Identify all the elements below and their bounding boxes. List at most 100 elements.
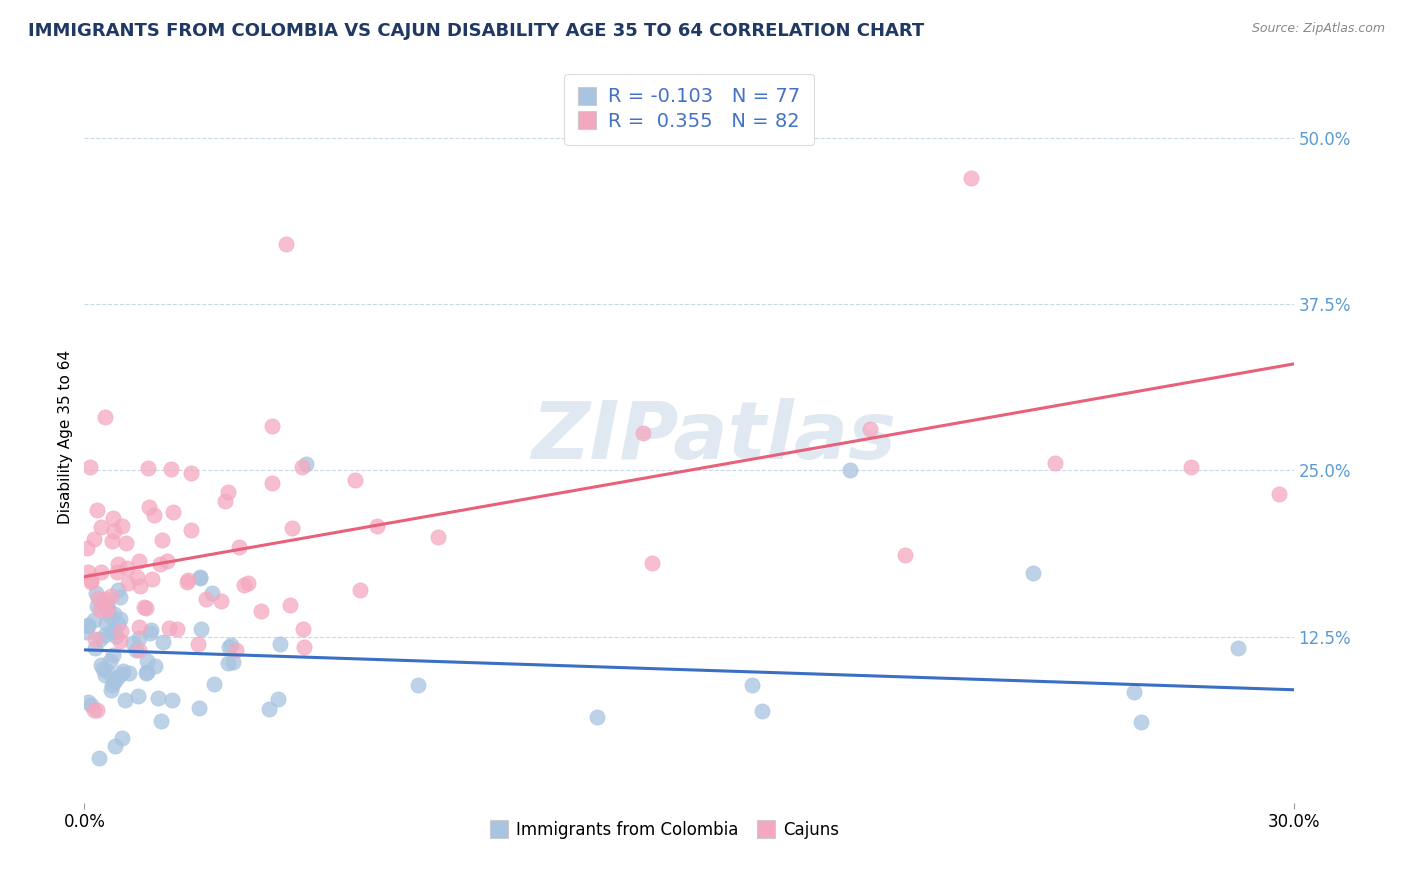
Point: [83, 532, 105, 546]
Point: [134, 600, 156, 615]
Point: [149, 714, 172, 729]
Point: [90, 658, 112, 673]
Point: [89, 632, 111, 647]
Point: [135, 666, 157, 681]
Point: [138, 500, 160, 514]
Point: [104, 739, 127, 754]
Point: [86, 503, 108, 517]
Point: [94, 668, 117, 682]
Point: [1129, 714, 1152, 729]
Point: [98, 654, 121, 668]
Point: [117, 575, 139, 590]
Point: [104, 629, 127, 643]
Point: [292, 640, 315, 655]
Point: [262, 418, 284, 433]
Point: [76, 619, 98, 633]
Point: [84, 586, 107, 600]
Point: [115, 536, 138, 550]
Point: [125, 643, 148, 657]
Point: [103, 648, 125, 663]
Text: IMMIGRANTS FROM COLOMBIA VS CAJUN DISABILITY AGE 35 TO 64 CORRELATION CHART: IMMIGRANTS FROM COLOMBIA VS CAJUN DISABI…: [28, 22, 924, 40]
Point: [427, 530, 450, 544]
Point: [103, 674, 125, 689]
Point: [96, 602, 118, 616]
Point: [152, 635, 174, 649]
Point: [222, 655, 245, 669]
Point: [960, 170, 983, 185]
Point: [741, 678, 763, 692]
Point: [83, 613, 105, 627]
Point: [103, 524, 125, 538]
Point: [274, 237, 297, 252]
Point: [77, 695, 100, 709]
Point: [267, 691, 290, 706]
Point: [209, 594, 232, 608]
Point: [214, 493, 236, 508]
Point: [1227, 641, 1250, 656]
Point: [269, 637, 291, 651]
Point: [86, 703, 108, 717]
Point: [108, 590, 131, 604]
Point: [292, 623, 315, 637]
Point: [80, 573, 103, 587]
Point: [101, 678, 124, 692]
Point: [100, 624, 122, 639]
Point: [176, 573, 198, 587]
Point: [149, 558, 172, 572]
Point: [190, 570, 212, 584]
Point: [100, 682, 122, 697]
Point: [150, 533, 173, 548]
Point: [176, 574, 198, 589]
Point: [89, 751, 111, 765]
Point: [96, 615, 118, 630]
Point: [162, 693, 184, 707]
Point: [103, 607, 125, 621]
Point: [344, 474, 367, 488]
Point: [136, 654, 159, 668]
Point: [236, 576, 259, 591]
Point: [232, 578, 254, 592]
Point: [143, 508, 166, 522]
Point: [128, 631, 150, 645]
Point: [101, 534, 124, 549]
Point: [96, 598, 118, 612]
Point: [129, 579, 152, 593]
Point: [1122, 685, 1144, 699]
Point: [751, 704, 773, 718]
Point: [122, 636, 145, 650]
Point: [201, 586, 224, 600]
Point: [157, 621, 180, 635]
Point: [84, 640, 107, 655]
Point: [114, 692, 136, 706]
Point: [586, 710, 609, 724]
Point: [89, 603, 111, 617]
Y-axis label: Disability Age 35 to 64: Disability Age 35 to 64: [58, 350, 73, 524]
Point: [76, 541, 98, 555]
Point: [107, 617, 129, 632]
Point: [128, 620, 150, 634]
Point: [138, 625, 160, 640]
Point: [135, 601, 157, 615]
Point: [90, 565, 112, 579]
Point: [79, 459, 101, 474]
Point: [218, 640, 240, 654]
Point: [128, 643, 150, 657]
Point: [91, 662, 114, 676]
Point: [100, 589, 122, 603]
Point: [105, 565, 128, 579]
Point: [84, 632, 107, 646]
Text: ZIPatlas: ZIPatlas: [530, 398, 896, 476]
Point: [127, 689, 149, 703]
Point: [894, 548, 917, 562]
Point: [194, 592, 217, 607]
Point: [187, 701, 209, 715]
Point: [110, 666, 132, 681]
Point: [291, 459, 314, 474]
Point: [141, 572, 163, 586]
Point: [96, 665, 118, 679]
Point: [87, 591, 110, 606]
Point: [77, 618, 100, 632]
Point: [111, 519, 134, 533]
Point: [107, 582, 129, 597]
Point: [143, 659, 166, 673]
